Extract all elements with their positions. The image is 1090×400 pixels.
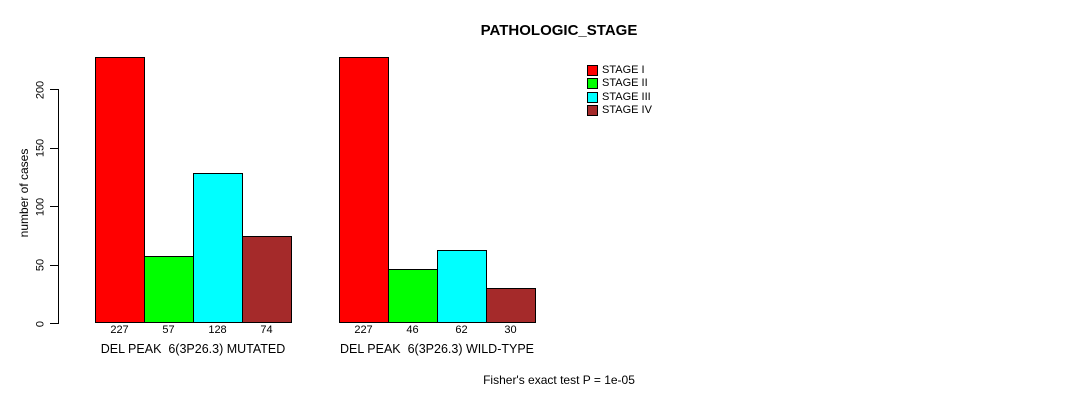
bar-value-label-stage-iii-mutated: 128 <box>208 324 227 336</box>
legend-swatch-stage-ii <box>587 78 598 90</box>
bar-stage-iii-mutated <box>193 173 243 323</box>
bar-stage-i-wild-type <box>339 57 389 323</box>
legend-item-stage-iv: STAGE IV <box>587 104 652 117</box>
y-axis-label: number of cases <box>17 148 31 238</box>
y-axis-tick <box>50 323 58 324</box>
legend: STAGE I STAGE II STAGE III STAGE IV <box>587 64 652 117</box>
bar-value-label-stage-i-mutated: 227 <box>110 324 129 336</box>
y-axis-tick-label: 50 <box>34 258 47 272</box>
y-axis-line <box>58 89 59 324</box>
x-axis-group-label-mutated: DEL PEAK 6(3P26.3) MUTATED <box>100 342 286 356</box>
chart-title: PATHOLOGIC_STAGE <box>480 22 638 39</box>
legend-swatch-stage-i <box>587 65 598 77</box>
bar-stage-i-mutated <box>95 57 145 323</box>
y-axis-tick <box>50 264 58 266</box>
bar-value-label-stage-ii-mutated: 57 <box>162 324 175 336</box>
bar-stage-iii-wild-type <box>437 250 487 323</box>
y-axis-tick-label: 200 <box>34 80 47 99</box>
legend-label-stage-iii: STAGE III <box>602 90 651 103</box>
bar-stage-ii-wild-type <box>388 269 438 323</box>
legend-item-stage-ii: STAGE II <box>587 77 652 90</box>
legend-swatch-stage-iv <box>587 105 598 117</box>
y-axis-tick-label: 0 <box>34 320 47 327</box>
bar-stage-iv-wild-type <box>486 287 536 323</box>
bar-value-label-stage-i-wild-type: 227 <box>354 324 373 336</box>
x-axis-group-label-wild-type: DEL PEAK 6(3P26.3) WILD-TYPE <box>339 342 535 356</box>
legend-swatch-stage-iii <box>587 91 598 103</box>
bar-stage-iv-mutated <box>242 236 292 323</box>
legend-label-stage-iv: STAGE IV <box>602 104 652 117</box>
legend-label-stage-ii: STAGE II <box>602 77 648 90</box>
y-axis-tick <box>50 147 58 149</box>
legend-item-stage-iii: STAGE III <box>587 91 652 104</box>
y-axis-tick <box>50 206 58 207</box>
annotation-fisher-test: Fisher's exact test P = 1e-05 <box>483 373 635 387</box>
bar-stage-ii-mutated <box>144 256 194 323</box>
y-axis-tick <box>50 89 58 90</box>
bar-value-label-stage-iii-wild-type: 62 <box>455 324 468 336</box>
legend-label-stage-i: STAGE I <box>602 64 645 77</box>
y-axis-tick-label: 150 <box>34 138 47 158</box>
bar-value-label-stage-iv-mutated: 74 <box>260 324 273 336</box>
bar-value-label-stage-ii-wild-type: 46 <box>406 324 419 336</box>
y-axis-tick-label: 100 <box>34 197 47 216</box>
legend-item-stage-i: STAGE I <box>587 64 652 77</box>
bar-value-label-stage-iv-wild-type: 30 <box>504 324 517 336</box>
